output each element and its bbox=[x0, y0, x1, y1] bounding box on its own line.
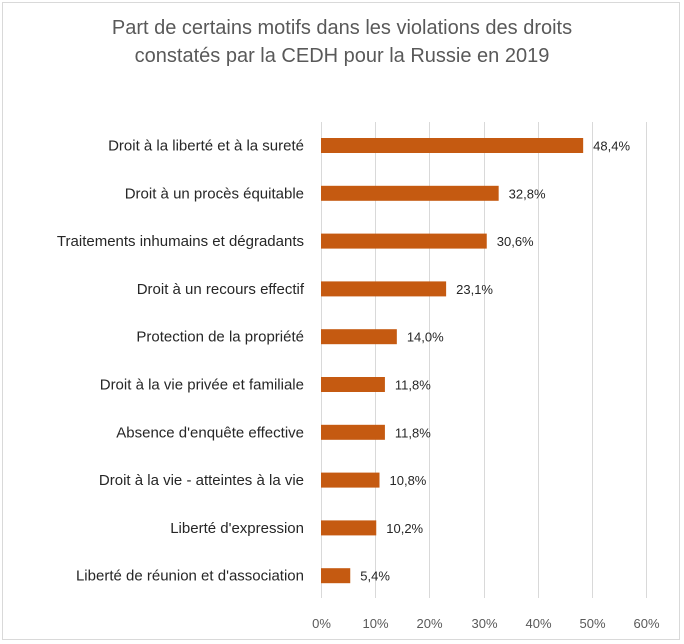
category-label: Droit à la vie privée et familiale bbox=[100, 377, 304, 394]
bar bbox=[321, 185, 499, 201]
bar bbox=[321, 472, 380, 488]
bars bbox=[321, 138, 584, 584]
chart-title-line-1: Part de certains motifs dans les violati… bbox=[111, 17, 573, 39]
bar bbox=[321, 377, 385, 392]
category-label: Droit à un recours effectif bbox=[137, 281, 305, 298]
bar bbox=[321, 281, 447, 297]
category-label: Droit à un procès équitable bbox=[125, 185, 304, 202]
data-label: 10,8% bbox=[390, 473, 427, 488]
category-label: Absence d'enquête effective bbox=[116, 424, 304, 441]
x-tick-label: 10% bbox=[362, 616, 388, 631]
bar bbox=[321, 329, 397, 345]
data-label: 5,4% bbox=[360, 569, 390, 584]
category-label: Protection de la propriété bbox=[136, 329, 304, 346]
data-label: 11,8% bbox=[395, 425, 431, 440]
category-label: Traitements inhumains et dégradants bbox=[57, 233, 304, 250]
data-label: 10,2% bbox=[386, 521, 423, 536]
category-label: Liberté de réunion et d'association bbox=[76, 568, 304, 585]
x-tick-label: 60% bbox=[633, 616, 659, 631]
gridlines bbox=[321, 122, 647, 598]
x-tick-label: 30% bbox=[471, 616, 497, 631]
bar bbox=[321, 233, 487, 249]
data-label: 23,1% bbox=[456, 282, 493, 297]
data-label: 32,8% bbox=[509, 186, 546, 201]
labels: 0% 10% 20% 30% 40% 50% 60% Droit à la liberté e… bbox=[57, 138, 660, 632]
data-label: 14,0% bbox=[407, 330, 444, 345]
chart-title: Part de certains motifs dans les violati… bbox=[0, 14, 684, 70]
x-tick-label: 40% bbox=[525, 616, 551, 631]
bar bbox=[321, 568, 351, 584]
data-label: 30,6% bbox=[497, 234, 534, 249]
x-tick-label: 0% bbox=[312, 616, 331, 631]
bar bbox=[321, 424, 385, 440]
bar bbox=[321, 520, 377, 536]
category-label: Droit à la vie - atteintes à la vie bbox=[99, 472, 304, 489]
data-label: 11,8% bbox=[395, 378, 431, 393]
category-label: Droit à la liberté et à la sureté bbox=[108, 138, 304, 155]
x-tick-label: 50% bbox=[579, 616, 605, 631]
category-label: Liberté d'expression bbox=[170, 520, 304, 537]
x-tick-label: 20% bbox=[416, 616, 442, 631]
bar bbox=[321, 138, 584, 153]
data-label: 48,4% bbox=[593, 139, 630, 154]
chart-title-line-2: constatés par la CEDH pour la Russie en … bbox=[134, 45, 550, 67]
